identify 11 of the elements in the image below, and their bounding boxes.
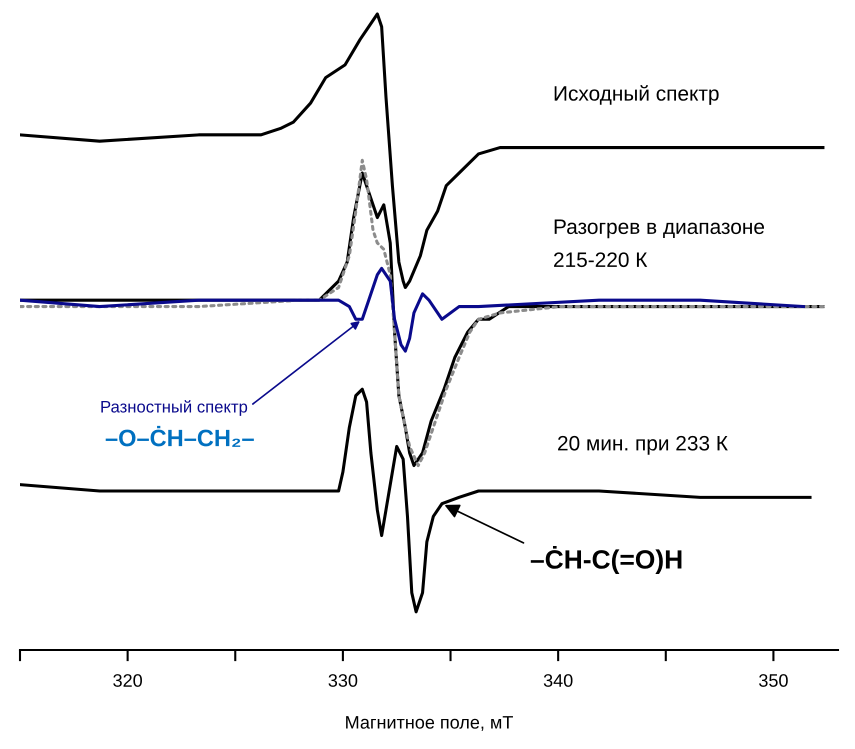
x-tick-label: 320 (113, 674, 142, 687)
text: Исходный спектр (554, 85, 719, 105)
series-label: Разогрев в диапазоне 215-220 К (554, 220, 764, 268)
x-axis-title: Магнитное поле, мТ (346, 716, 513, 731)
text: Разностный спектр (101, 400, 248, 416)
x-tick-label: 350 (759, 674, 788, 687)
series-label: 20 мин. при 233 К (558, 436, 728, 455)
x-tick-label: 330 (328, 674, 358, 687)
annotation: –O–ĊH–CH₂– (106, 426, 254, 447)
annotation: –ĊH-C(=O)H (530, 546, 682, 574)
x-tick-label: 340 (544, 674, 573, 687)
